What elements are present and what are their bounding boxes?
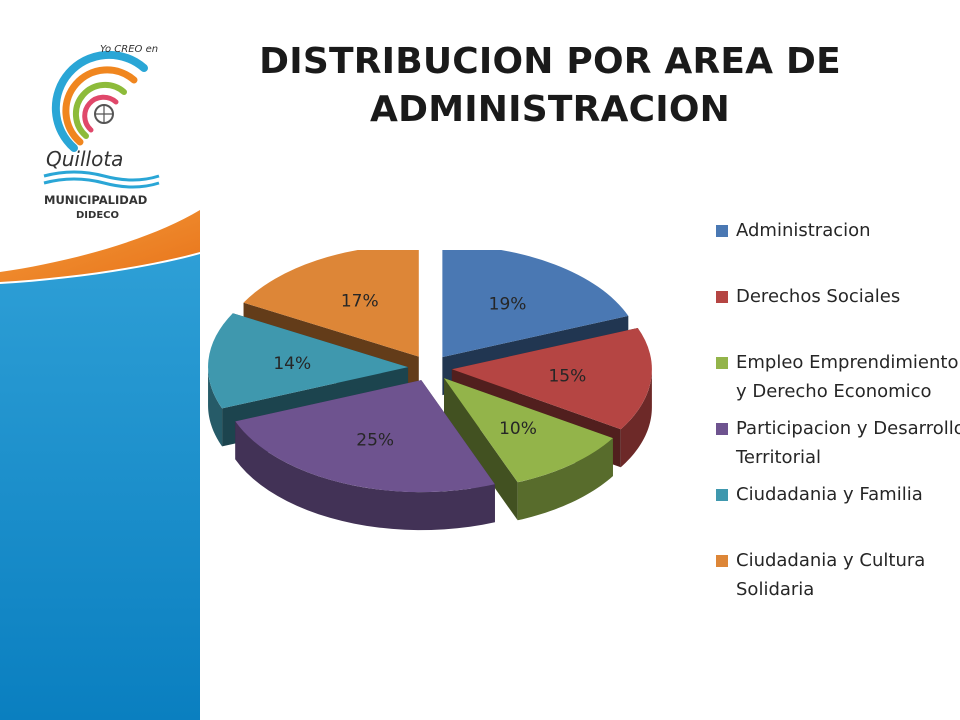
pie-slice-4 (235, 380, 495, 493)
legend-label: Participacion y Desarrollo Territorial (736, 418, 960, 468)
data-label: 19% (489, 294, 527, 314)
legend-swatch (716, 225, 728, 237)
legend-label: Derechos Sociales (736, 286, 901, 307)
title-line-2: ADMINISTRACION (370, 89, 730, 130)
legend-swatch (716, 357, 728, 369)
logo-script: Quillota (46, 147, 123, 171)
legend-swatch (716, 423, 728, 435)
legend-swatch (716, 555, 728, 567)
pie-slice-5 (208, 313, 409, 409)
chart-legend: Administracion Derechos Sociales Empleo Em… (716, 216, 960, 616)
data-label: 15% (548, 366, 586, 386)
logo-tagline: Yo CREO en (100, 44, 158, 55)
legend-label: Empleo Emprendimiento y Derecho Economic… (736, 352, 959, 402)
pie-slice-6 (243, 250, 419, 357)
logo-municipality: MUNICIPALIDAD (44, 193, 147, 207)
pie-chart: 19% 15% 10% 25% 14% 17% (208, 250, 652, 531)
pie-slice-3 (444, 378, 613, 483)
legend-label: Ciudadania y Cultura Solidaria (736, 550, 926, 600)
logo-department: DIDECO (76, 210, 119, 221)
pie-slice-2 (451, 328, 652, 430)
blue-side-panel (0, 254, 200, 720)
pie-slice-1 (442, 250, 629, 358)
legend-swatch (716, 291, 728, 303)
municipalidad-logo: Yo CREO en Quillota MUNICIPALIDAD DIDECO (34, 38, 164, 228)
data-label: 10% (499, 419, 537, 439)
legend-label: Administracion (736, 220, 871, 241)
data-label: 17% (341, 292, 379, 312)
orange-swoosh (0, 210, 200, 282)
data-label: 25% (356, 431, 394, 451)
legend-swatch (716, 489, 728, 501)
page-title: DISTRIBUCION POR AREA DE ADMINISTRACION (230, 38, 870, 134)
legend-label: Ciudadania y Familia (736, 484, 923, 505)
title-line-1: DISTRIBUCION POR AREA DE (259, 41, 841, 82)
data-label: 14% (273, 354, 311, 374)
